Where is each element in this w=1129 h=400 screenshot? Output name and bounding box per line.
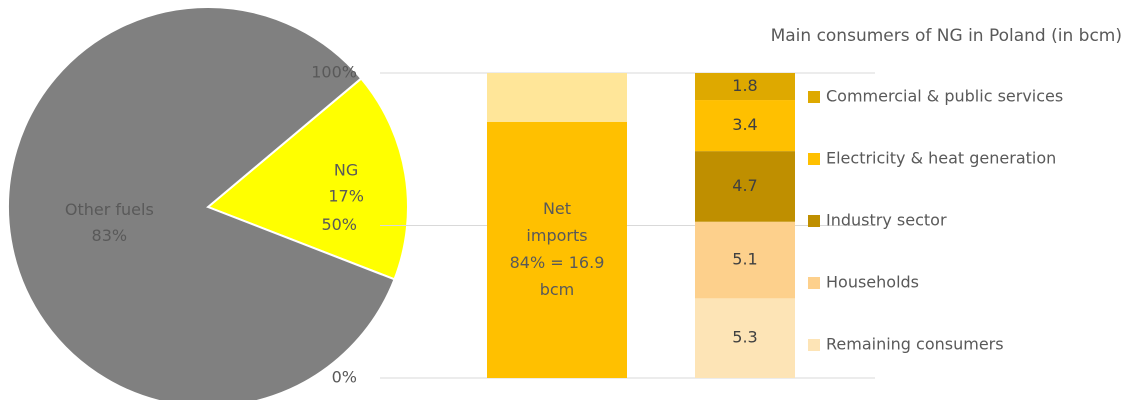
slice-value: 17% xyxy=(328,187,364,206)
slice-name: NG xyxy=(334,161,358,180)
y-tick-label: 100% xyxy=(311,63,357,82)
data-label: 3.4 xyxy=(732,115,757,134)
bar-segment xyxy=(487,121,627,379)
bar-segment xyxy=(695,298,795,378)
data-label: 1.8 xyxy=(732,76,757,95)
y-tick-label: 0% xyxy=(332,368,357,387)
bar-segment xyxy=(695,73,795,101)
legend-swatch xyxy=(808,91,820,103)
legend-swatch xyxy=(808,215,820,227)
data-label: 4.7 xyxy=(732,176,757,195)
bar-segment xyxy=(695,151,795,222)
bar-label: 84% = 16.9 xyxy=(510,253,605,272)
bar-label: bcm xyxy=(540,280,575,299)
legend-swatch xyxy=(808,277,820,289)
legend-label: Households xyxy=(826,273,919,292)
bar-segment xyxy=(695,100,795,152)
bar-segment xyxy=(695,221,795,299)
legend-label: Electricity & heat generation xyxy=(826,149,1056,168)
bar-label: imports xyxy=(526,226,587,245)
legend-label: Remaining consumers xyxy=(826,335,1004,354)
slice-name: Other fuels xyxy=(65,200,154,219)
y-tick-label: 50% xyxy=(321,215,357,234)
slice-value: 83% xyxy=(92,226,128,245)
pie-slice xyxy=(7,6,396,400)
bar-label: Net xyxy=(543,199,571,218)
data-label: 5.1 xyxy=(732,250,757,269)
data-label: 5.3 xyxy=(732,328,757,347)
legend-swatch xyxy=(808,339,820,351)
legend-label: Commercial & public services xyxy=(826,87,1063,106)
chart-title: Main consumers of NG in Poland (in bcm) xyxy=(771,26,1122,46)
legend-label: Industry sector xyxy=(826,211,947,230)
bar-segment xyxy=(487,73,627,122)
legend-swatch xyxy=(808,153,820,165)
pie-slice xyxy=(206,77,409,281)
